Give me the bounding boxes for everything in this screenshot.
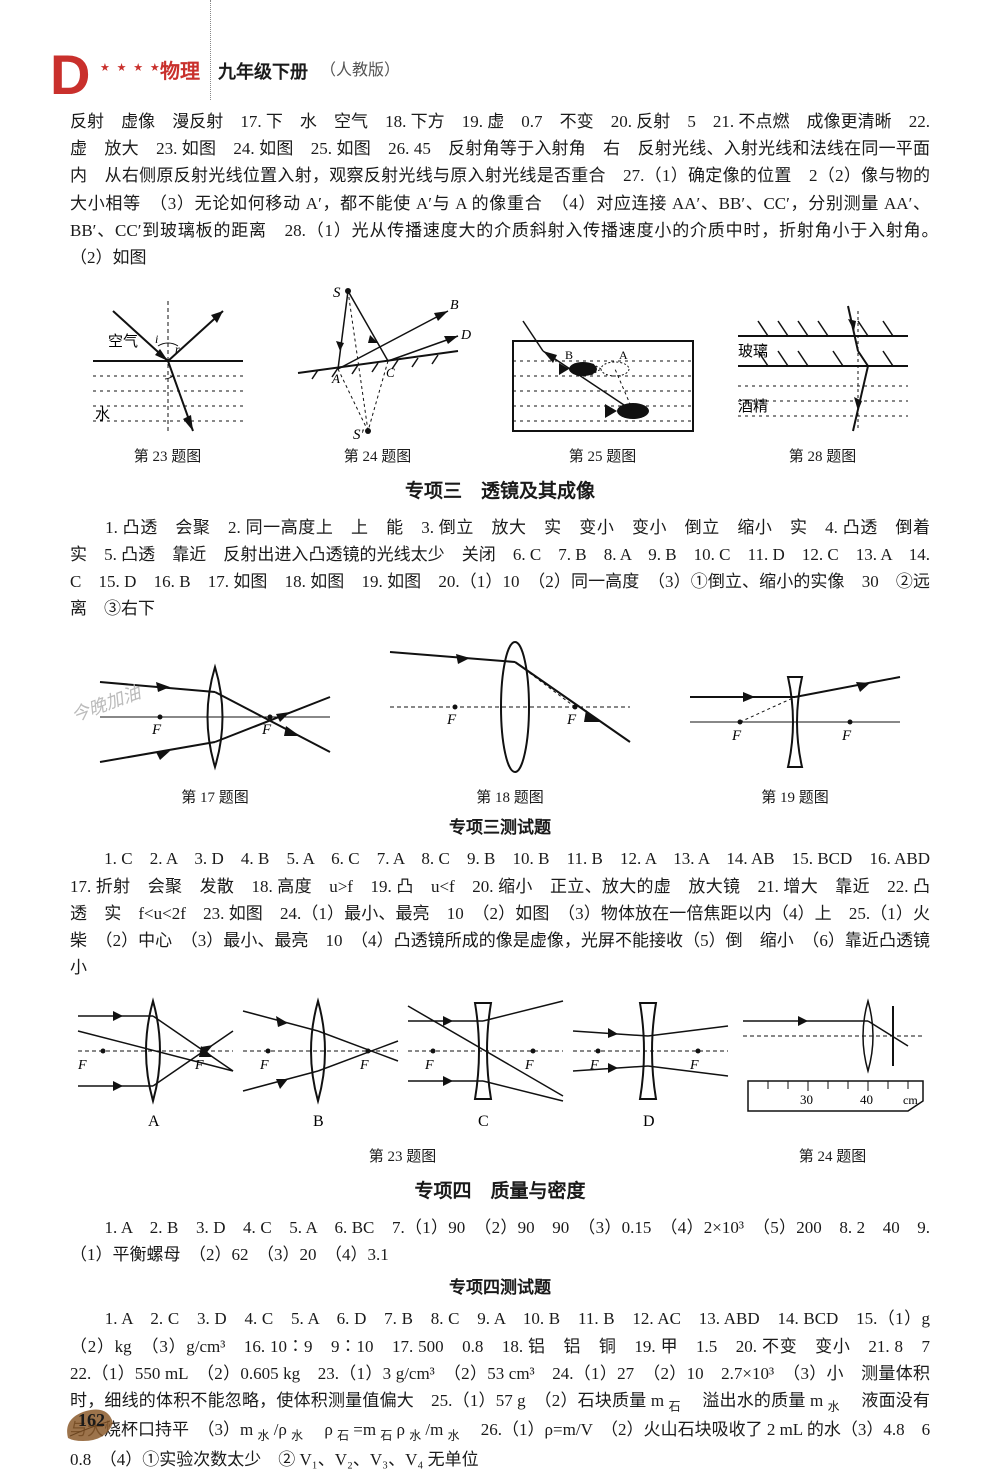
p5-g: ρ [397,1420,410,1439]
figure-23: 空气 水 i r 第 23 题图 [83,291,253,469]
svg-text:i: i [155,332,158,346]
answers-paragraph-2: 1. 凸透 会聚 2. 同一高度上 上 能 3. 倒立 放大 实 变小 变小 倒… [70,514,930,623]
glass-alcohol-diagram-icon: 玻璃 酒精 [728,301,918,441]
svg-text:空气: 空气 [108,333,138,350]
svg-text:40: 40 [860,1092,873,1107]
header-grade: 九年级下册 [218,58,308,87]
figure-23-lenses-caption: 第 23 题图 [369,1145,437,1169]
figure-23-lenses: F F A F F B [73,991,733,1169]
p5-sub1: 石 [669,1399,681,1413]
figure-row-2: F F 第 17 题图 F F 第 18 题图 [70,632,930,810]
svg-text:A: A [148,1113,160,1130]
svg-text:D: D [460,328,471,343]
figure-18: F F 第 18 题图 [380,632,640,810]
header-letter: D [50,30,90,120]
svg-text:B: B [313,1113,324,1130]
svg-text:A: A [619,348,628,362]
p5-sub8: 水 [448,1429,460,1443]
svg-text:F: F [359,1058,369,1073]
p5-sub5: 石 [337,1429,349,1443]
svg-text:B: B [450,298,459,313]
four-lens-diagrams-icon: F F A F F B [73,991,733,1141]
svg-text:F: F [566,712,577,728]
section-3-title: 专项三 透镜及其成像 [70,477,930,507]
p5-sub3: 水 [258,1429,270,1443]
svg-text:F: F [424,1058,434,1073]
figure-25-caption: 第 25 题图 [569,445,637,469]
svg-text:水: 水 [95,406,110,423]
convex-lens-diagram-icon: F F [90,652,340,782]
figure-24-caption: 第 24 题图 [344,445,412,469]
figure-row-1: 空气 水 i r 第 23 题图 S S′ [70,281,930,469]
svg-text:S′: S′ [353,427,365,441]
fish-tank-diagram-icon: B A [503,311,703,441]
optical-bench-diagram-icon: 30 40 cm [738,991,928,1141]
figure-28: 玻璃 酒精 第 28 题图 [728,301,918,469]
svg-text:S: S [333,285,341,301]
figure-25: B A 第 25 题图 [503,311,703,469]
header-subject: 物理 [160,56,200,88]
svg-text:F: F [194,1058,204,1073]
p5-f: =m [353,1420,380,1439]
p5-b: 溢出水的质量 m [685,1391,828,1410]
svg-text:r: r [175,342,180,356]
svg-text:F: F [446,712,457,728]
figure-19-caption: 第 19 题图 [761,786,829,810]
header-divider [210,0,211,100]
section-4-title: 专项四 质量与密度 [70,1177,930,1207]
p5-sub7: 水 [409,1429,421,1443]
figure-28-caption: 第 28 题图 [789,445,857,469]
page-number: 162 [78,1406,105,1435]
figure-18-caption: 第 18 题图 [476,786,544,810]
svg-text:F: F [589,1058,599,1073]
svg-text:D: D [643,1113,655,1130]
figure-17-caption: 第 17 题图 [181,786,249,810]
figure-24-ruler-caption: 第 24 题图 [799,1145,867,1169]
p5-e: ρ [307,1420,337,1439]
answers-paragraph-3: 1. C 2. A 3. D 4. B 5. A 6. C 7. A 8. C … [70,845,930,981]
section-4-test-title: 专项四测试题 [70,1274,930,1301]
figure-24: S S′ B D A C 第 24 题图 [278,281,478,469]
svg-text:cm: cm [903,1093,918,1107]
refraction-diagram-icon: 空气 水 i r [83,291,253,441]
page-header: D ★ ★ ★ ★ 物理 九年级下册 （人教版） [70,40,930,90]
p5-sub4: 水 [291,1429,303,1443]
figure-19: F F 第 19 题图 [680,662,910,810]
figure-row-3: F F A F F B [70,991,930,1169]
svg-text:30: 30 [800,1092,813,1107]
svg-text:F: F [841,728,852,744]
figure-23-caption: 第 23 题图 [134,445,202,469]
p5-sub6: 石 [380,1429,392,1443]
p5-sub2: 水 [828,1399,840,1413]
header-stars-icon: ★ ★ ★ ★ [100,60,162,78]
svg-text:F: F [151,722,162,738]
svg-text:玻璃: 玻璃 [738,343,768,360]
svg-text:F: F [259,1058,269,1073]
svg-text:C: C [386,365,395,380]
svg-text:C: C [478,1113,489,1130]
svg-text:A: A [331,371,340,386]
answers-paragraph-1: 反射 虚像 漫反射 17. 下 水 空气 18. 下方 19. 虚 0.7 不变… [70,108,930,271]
figure-24-ruler: 30 40 cm 第 24 题图 [738,991,928,1169]
section-3-test-title: 专项三测试题 [70,814,930,841]
svg-text:B: B [565,348,573,362]
concave-lens-diagram-icon: F F [680,662,910,782]
p5-h: /m [425,1420,447,1439]
header-version: （人教版） [320,58,400,84]
svg-text:酒精: 酒精 [738,398,768,415]
answers-paragraph-5: 1. A 2. C 3. D 4. C 5. A 6. D 7. B 8. C … [70,1305,930,1473]
mirror-image-diagram-icon: S S′ B D A C [278,281,478,441]
answers-paragraph-4: 1. A 2. B 3. D 4. C 5. A 6. BC 7.（1）90 （… [70,1214,930,1268]
svg-text:F: F [77,1058,87,1073]
figure-17: F F 第 17 题图 [90,652,340,810]
svg-text:F: F [731,728,742,744]
svg-text:F: F [524,1058,534,1073]
p5-d: /ρ [274,1420,291,1439]
convex-lens-tall-diagram-icon: F F [380,632,640,782]
